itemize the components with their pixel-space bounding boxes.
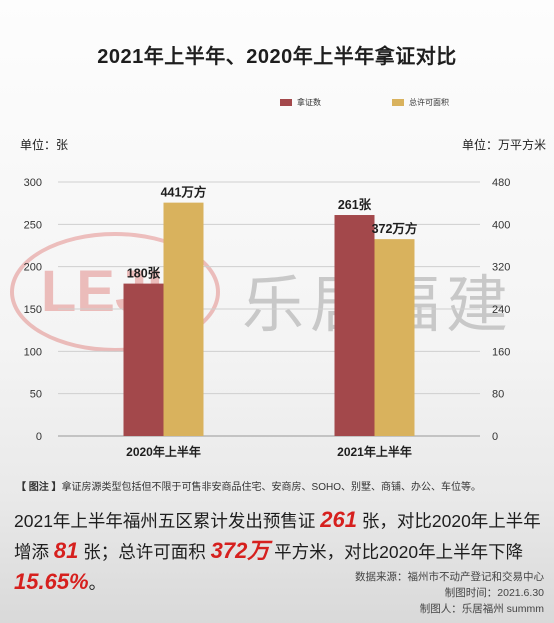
legend-item-count: 拿证数	[280, 97, 321, 108]
credits: 数据来源：福州市不动产登记和交易中心 制图时间：2021.6.30 制图人：乐居…	[355, 569, 544, 617]
data-label: 441万方	[161, 185, 207, 200]
summary-text-1: 2021年上半年福州五区累计发出预售证	[14, 511, 321, 531]
left-tick-label: 150	[24, 304, 42, 316]
chart-date: 制图时间：2021.6.30	[444, 587, 544, 599]
legend-item-area: 总许可面积	[392, 97, 449, 108]
right-tick-label: 320	[492, 262, 510, 274]
summary-paragraph: 2021年上半年福州五区累计发出预售证 261 张，对比2020年上半年增添 8…	[14, 505, 544, 598]
bar-chart: 0 50 100 150 200 250 300 0 80 160 240 320 400 480 180张…	[24, 177, 511, 459]
left-tick-label: 200	[24, 262, 42, 274]
right-tick-label: 400	[492, 219, 510, 231]
summary-value-count: 261	[320, 507, 358, 532]
right-tick-label: 160	[492, 346, 510, 358]
legend-label-area: 总许可面积	[409, 98, 449, 107]
legend-swatch-count	[280, 99, 292, 106]
chart-title: 2021年上半年、2020年上半年拿证对比	[97, 46, 457, 68]
legend: 拿证数 总许可面积	[0, 97, 554, 111]
bar-count-0	[123, 283, 164, 436]
right-tick-label: 480	[492, 177, 510, 189]
summary-value-area: 372万	[210, 538, 270, 563]
legend-swatch-area	[392, 99, 404, 106]
note-text: 拿证房源类型包括但不限于可售非安商品住宅、安商房、SOHO、别墅、商铺、办公、车…	[61, 482, 482, 493]
left-tick-label: 100	[24, 346, 42, 358]
bar-count-1	[334, 215, 375, 436]
left-tick-label: 0	[36, 431, 42, 443]
summary-text-2: 张，对比2020年上半年增添	[14, 511, 541, 562]
summary-value-increase: 81	[53, 538, 79, 563]
left-tick-label: 250	[24, 219, 42, 231]
bar-area-0	[163, 202, 204, 436]
summary-text-3: 张；总许可面积	[78, 542, 211, 562]
right-tick-label: 0	[492, 431, 498, 443]
summary-value-decrease: 15.65%	[14, 569, 89, 594]
data-label: 180张	[127, 266, 161, 281]
figure-note: 【 图注 】拿证房源类型包括但不限于可售非安商品住宅、安商房、SOHO、别墅、商…	[16, 478, 546, 493]
right-axis-unit: 单位：万平方米	[461, 138, 546, 152]
data-label: 261张	[338, 197, 372, 212]
chart-author: 制图人：乐居福州 summm	[419, 603, 544, 615]
bar-area-1	[374, 239, 415, 436]
summary-text-4: 平方米，对比2020年上半年下降	[269, 542, 524, 562]
right-tick-label: 80	[492, 389, 504, 401]
left-axis-unit: 单位：张	[20, 138, 69, 152]
left-tick-label: 300	[24, 177, 42, 189]
right-tick-label: 240	[492, 304, 510, 316]
left-tick-label: 50	[30, 389, 42, 401]
category-label: 2020年上半年	[126, 444, 201, 459]
data-label: 372万方	[372, 221, 418, 236]
note-label: 【 图注 】	[16, 482, 62, 493]
data-source: 数据来源：福州市不动产登记和交易中心	[355, 571, 544, 583]
summary-text-5: 。	[88, 573, 107, 593]
category-label: 2021年上半年	[337, 444, 412, 459]
legend-label-count: 拿证数	[297, 98, 321, 107]
